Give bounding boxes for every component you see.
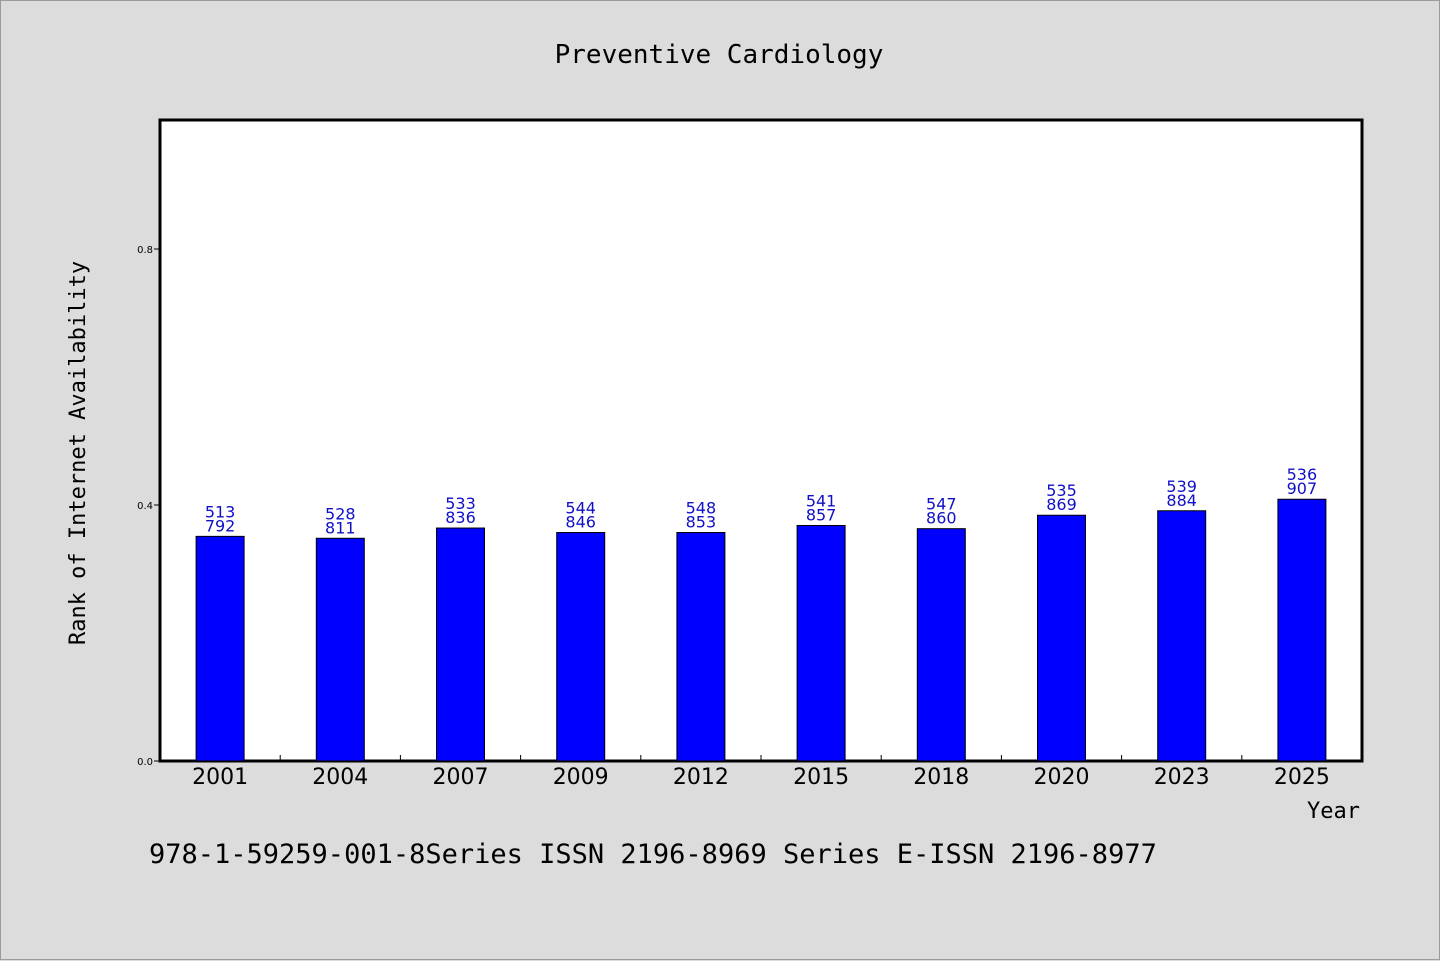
- x-tick-label-2007: 2007: [433, 765, 489, 790]
- data-label-top-2007: 533: [445, 494, 476, 513]
- x-tick-label-2001: 2001: [192, 765, 248, 790]
- data-label-bottom-2020: 869: [1046, 495, 1077, 514]
- x-tick-label-2020: 2020: [1034, 765, 1090, 790]
- x-tick-label-2009: 2009: [553, 765, 609, 790]
- bar-2012[interactable]: [676, 532, 726, 762]
- data-label-top-2015: 541: [806, 491, 837, 510]
- data-label-bottom-2009: 846: [565, 513, 596, 532]
- x-tick-label-2015: 2015: [793, 765, 849, 790]
- bar-2009[interactable]: [556, 532, 606, 762]
- x-tick-label-2018: 2018: [913, 765, 969, 790]
- data-label-top-2012: 548: [686, 499, 717, 518]
- data-label-bottom-2004: 811: [325, 518, 356, 537]
- bar-2007[interactable]: [436, 527, 485, 762]
- y-axis-ticks: 0.0 0.4 0.8: [137, 245, 160, 768]
- data-label-top-2023: 539: [1166, 477, 1197, 496]
- bar-2004[interactable]: [315, 537, 365, 762]
- footer-isbn-issn: 978-1-59259-001-8Series ISSN 2196-8969 S…: [149, 839, 1157, 870]
- x-tick-label-2012: 2012: [673, 765, 729, 790]
- bars-layer: [195, 498, 1327, 762]
- chart-title: Preventive Cardiology: [555, 40, 884, 70]
- data-label-bottom-2015: 857: [806, 505, 837, 524]
- data-label-top-2020: 535: [1046, 481, 1077, 500]
- data-label-top-2004: 528: [325, 504, 356, 523]
- data-label-top-2009: 544: [565, 499, 596, 518]
- data-label-top-2025: 536: [1287, 465, 1318, 484]
- bar-2015[interactable]: [796, 524, 846, 762]
- data-label-top-2001: 513: [205, 502, 236, 521]
- data-label-bottom-2018: 860: [926, 509, 957, 528]
- bar-2020[interactable]: [1037, 514, 1086, 762]
- data-label-bottom-2012: 853: [686, 513, 717, 532]
- data-label-top-2018: 547: [926, 495, 957, 514]
- bar-2023[interactable]: [1157, 510, 1207, 762]
- x-axis-ticks: 2001 2004 2007 2009 2012 2015 2018 2020 2023 2025: [192, 755, 1330, 790]
- bar-2001[interactable]: [195, 535, 245, 762]
- x-axis-label: Year: [1307, 799, 1360, 824]
- x-tick-label-2023: 2023: [1154, 765, 1210, 790]
- data-labels-layer: 5137925288115338365448465488535418575478…: [205, 465, 1317, 537]
- bar-2018[interactable]: [916, 528, 966, 762]
- bar-2025[interactable]: [1277, 498, 1327, 762]
- data-label-bottom-2007: 836: [445, 508, 476, 527]
- y-axis-label: Rank of Internet Availability: [66, 261, 91, 645]
- y-tick-label-0.4: 0.4: [137, 501, 153, 512]
- y-tick-label-0.8: 0.8: [137, 245, 153, 256]
- data-label-bottom-2001: 792: [205, 516, 236, 535]
- data-label-bottom-2025: 907: [1287, 479, 1318, 498]
- data-label-bottom-2023: 884: [1166, 491, 1197, 510]
- x-tick-label-2025: 2025: [1274, 765, 1330, 790]
- y-tick-label-0.0: 0.0: [137, 757, 153, 768]
- x-tick-label-2004: 2004: [312, 765, 368, 790]
